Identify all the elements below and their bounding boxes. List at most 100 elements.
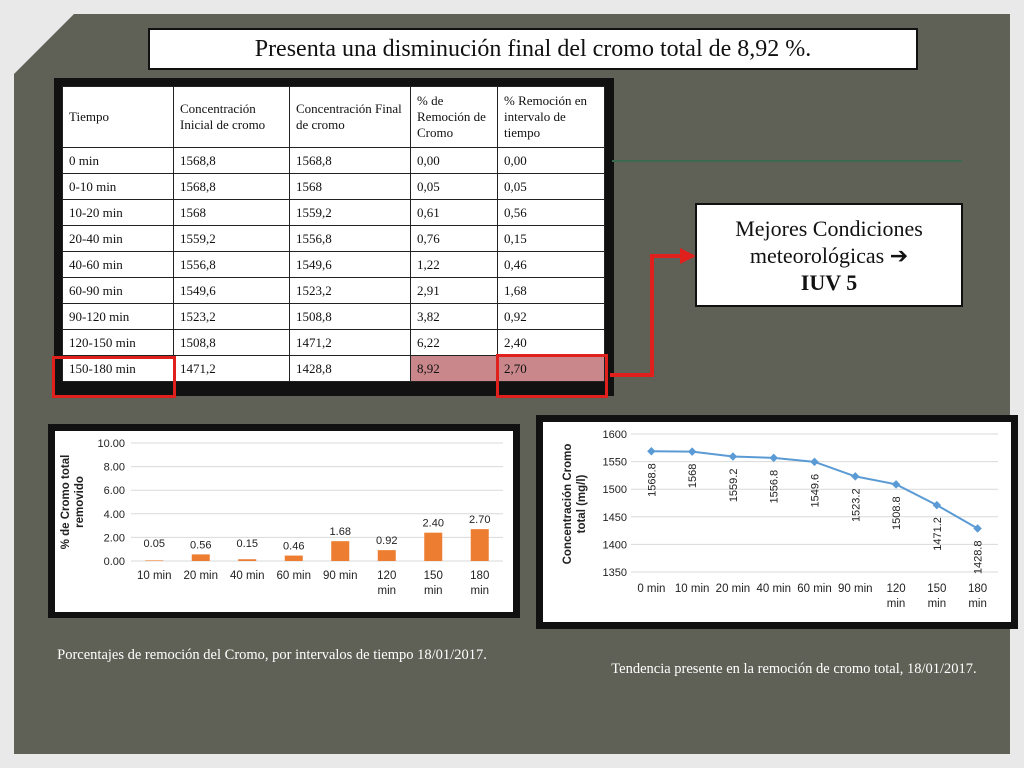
bar <box>331 541 350 561</box>
y-tick-label: 8.00 <box>104 462 125 474</box>
y-tick-label: 6.00 <box>104 485 125 497</box>
x-tick-label: 60 min <box>276 570 311 582</box>
table-cell: 1568,8 <box>173 147 290 174</box>
table-cell: 120-150 min <box>62 329 174 356</box>
table-cell: 1508,8 <box>173 329 290 356</box>
data-label: 1559.2 <box>728 469 740 503</box>
data-point <box>769 453 778 463</box>
table-cell: 1568 <box>173 199 290 226</box>
divider-line <box>612 160 962 162</box>
table-header: % de Remoción de Cromo <box>410 86 498 148</box>
arrow-head-icon <box>680 248 696 264</box>
bar <box>377 550 396 561</box>
highlight-box-removal <box>496 354 608 398</box>
table-row: 40-60 min 1556,8 1549,6 1,22 0,46 <box>62 251 605 278</box>
table-row: 0 min 1568,8 1568,8 0,00 0,00 <box>62 147 605 174</box>
slide-title: Presenta una disminución final del cromo… <box>148 28 918 70</box>
highlighted-cell: 8,92 <box>410 355 498 382</box>
x-tick-label: 90 min <box>323 570 358 582</box>
data-label: 1549.6 <box>810 474 822 508</box>
table-cell: 10-20 min <box>62 199 174 226</box>
bar <box>145 560 164 561</box>
table-cell: 1523,2 <box>289 277 411 304</box>
table-cell: 0 min <box>62 147 174 174</box>
bar-chart-panel: 0.00 2.00 4.00 6.00 8.00 10.00 0.05 10 min 0.56 2… <box>55 431 513 612</box>
line-chart-panel: 1350 1400 1450 1500 1550 1600 1568.8 0 min 1568 1… <box>543 422 1011 622</box>
y-tick-label: 0.00 <box>104 556 125 568</box>
table-cell: 1568,8 <box>173 173 290 200</box>
x-tick-label: 180 <box>470 570 489 582</box>
x-tick-label: min <box>424 585 443 597</box>
table-header-row: Tiempo Concentración Inicial de cromo Co… <box>62 86 605 148</box>
x-tick-label: 120 <box>886 583 905 595</box>
data-label: 1556.8 <box>769 470 781 504</box>
table-cell: 0,46 <box>497 251 605 278</box>
table-cell: 0,05 <box>497 173 605 200</box>
data-point <box>851 472 860 481</box>
data-label: 1568.8 <box>646 463 658 497</box>
conditions-line: Mejores Condiciones <box>735 215 923 241</box>
bar <box>191 554 210 561</box>
data-label: 1568 <box>687 464 699 488</box>
conditions-highlight: IUV 5 <box>800 269 858 295</box>
bar-value-label: 2.70 <box>469 514 490 526</box>
y-tick-label: 10.00 <box>97 438 125 450</box>
table-cell: 0-10 min <box>62 173 174 200</box>
x-tick-label: 120 <box>377 570 396 582</box>
removal-table: Tiempo Concentración Inicial de cromo Co… <box>62 86 605 382</box>
table-cell: 3,82 <box>410 303 498 330</box>
x-tick-label: 10 min <box>137 570 172 582</box>
table-cell: 20-40 min <box>62 225 174 252</box>
table-row: 0-10 min 1568,8 1568 0,05 0,05 <box>62 173 605 200</box>
data-point <box>891 480 901 489</box>
table-cell: 6,22 <box>410 329 498 356</box>
table-cell: 1568,8 <box>289 147 411 174</box>
x-tick-label: 0 min <box>637 583 665 595</box>
conditions-line: meteorológicas ➔ <box>749 242 909 268</box>
y-axis-title-line: removido <box>74 476 86 528</box>
table-row: 20-40 min 1559,2 1556,8 0,76 0,15 <box>62 225 605 252</box>
table-cell: 90-120 min <box>62 303 174 330</box>
data-label: 1471.2 <box>932 517 944 551</box>
table-row: 90-120 min 1523,2 1508,8 3,82 0,92 <box>62 303 605 330</box>
highlight-box-time <box>52 356 176 398</box>
bar-value-label: 0.56 <box>190 539 211 551</box>
y-axis-title-line: % de Cromo total <box>60 455 72 550</box>
table-cell: 1556,8 <box>173 251 290 278</box>
bar-value-label: 2.40 <box>423 518 444 530</box>
table-header: Concentración Inicial de cromo <box>173 86 290 148</box>
table-cell: 1559,2 <box>289 199 411 226</box>
y-axis-title-line: total (mg/l) <box>576 474 588 533</box>
y-tick-label: 1450 <box>603 512 627 524</box>
line-chart-caption: Tendencia presente en la remoción de cro… <box>611 661 977 677</box>
x-tick-label: min <box>470 585 489 597</box>
table-cell: 1549,6 <box>289 251 411 278</box>
x-tick-label: 60 min <box>797 583 832 595</box>
bar-value-label: 0.15 <box>237 538 258 550</box>
table-cell: 1523,2 <box>173 303 290 330</box>
table-cell: 2,40 <box>497 329 605 356</box>
table-header: Concentración Final de cromo <box>289 86 411 148</box>
table-cell: 0,61 <box>410 199 498 226</box>
table-row-final: 150-180 min 1471,2 1428,8 8,92 2,70 <box>62 355 605 382</box>
y-axis-title: Concentración Cromo total (mg/l) <box>562 444 588 565</box>
table-cell: 1,22 <box>410 251 498 278</box>
table-row: 10-20 min 1568 1559,2 0,61 0,56 <box>62 199 605 226</box>
x-tick-label: min <box>887 598 906 610</box>
bar-value-label: 0.92 <box>376 535 397 547</box>
table-row: 60-90 min 1549,6 1523,2 2,91 1,68 <box>62 277 605 304</box>
y-tick-label: 1600 <box>603 429 627 441</box>
data-point <box>647 446 656 456</box>
bar-chart-caption: Porcentajes de remoción del Cromo, por i… <box>57 647 487 663</box>
table-cell: 1,68 <box>497 277 605 304</box>
x-tick-label: min <box>968 598 987 610</box>
x-tick-label: min <box>377 585 396 597</box>
table-cell: 0,92 <box>497 303 605 330</box>
data-point <box>932 500 942 510</box>
table-cell: 0,76 <box>410 225 498 252</box>
y-tick-label: 4.00 <box>104 509 125 521</box>
table-cell: 60-90 min <box>62 277 174 304</box>
x-tick-label: 10 min <box>675 583 710 595</box>
x-tick-label: 40 min <box>230 570 265 582</box>
y-tick-label: 2.00 <box>104 532 125 544</box>
